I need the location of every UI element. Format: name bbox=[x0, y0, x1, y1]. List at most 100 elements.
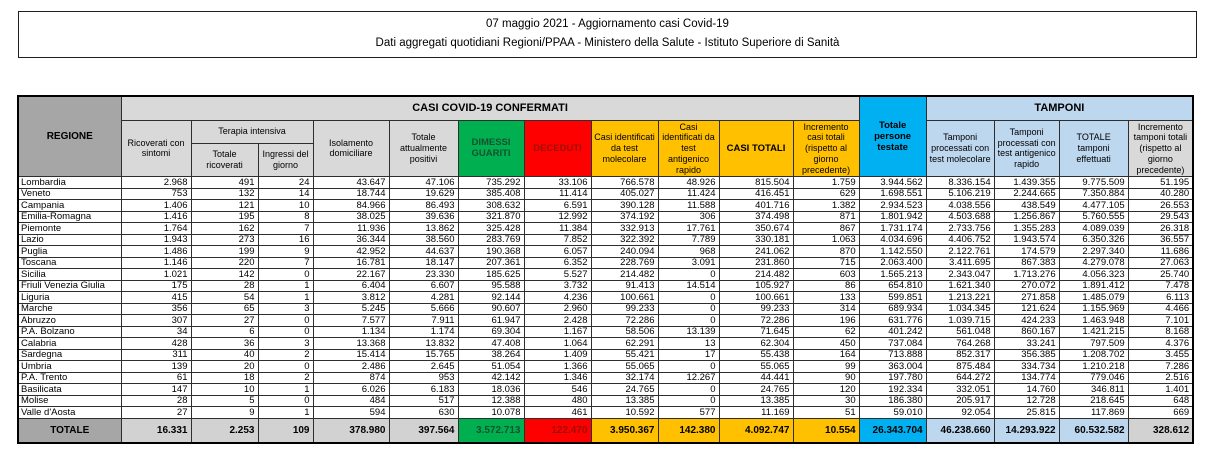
value-cell: 7.478 bbox=[1127, 280, 1194, 293]
value-cell: 1.463.948 bbox=[1058, 314, 1129, 327]
table-row: Molise 28 5 0 484 517 12.388 480 13.385 0 13.385 30… bbox=[17, 395, 1194, 408]
region-name-cell: Veneto bbox=[17, 188, 122, 201]
value-cell: 42.952 bbox=[312, 245, 390, 258]
value-cell: 86.493 bbox=[388, 199, 459, 212]
value-cell: 18 bbox=[190, 372, 259, 385]
value-cell: 311 bbox=[120, 349, 192, 362]
value-cell: 0 bbox=[257, 360, 314, 373]
region-name-cell: Molise bbox=[17, 395, 122, 408]
table-row: Marche 356 65 3 5.245 5.666 90.607 2.960 99.233 0… bbox=[17, 303, 1194, 316]
value-cell: 334.734 bbox=[993, 360, 1060, 373]
value-cell: 13.139 bbox=[657, 326, 720, 339]
value-cell: 65 bbox=[190, 303, 259, 316]
value-cell: 5 bbox=[190, 395, 259, 408]
value-cell: 51.195 bbox=[1127, 176, 1194, 189]
value-cell: 44.637 bbox=[388, 245, 459, 258]
value-cell: 27 bbox=[120, 406, 192, 419]
value-cell: 2.486 bbox=[312, 360, 390, 373]
value-cell: 5.760.555 bbox=[1058, 211, 1129, 224]
value-cell: 1.759 bbox=[792, 176, 860, 189]
value-cell: 644.272 bbox=[925, 372, 995, 385]
value-cell: 1.064 bbox=[523, 337, 592, 350]
value-cell: 185.625 bbox=[457, 268, 525, 281]
value-cell: 58.506 bbox=[590, 326, 659, 339]
value-cell: 72.286 bbox=[590, 314, 659, 327]
value-cell: 8 bbox=[257, 211, 314, 224]
value-cell: 1.063 bbox=[792, 234, 860, 247]
value-cell: 416.451 bbox=[718, 188, 794, 201]
value-cell: 629 bbox=[792, 188, 860, 201]
value-cell: 689.934 bbox=[858, 303, 927, 316]
value-cell: 11.169 bbox=[718, 406, 794, 419]
value-cell: 86 bbox=[792, 280, 860, 293]
region-name-cell: Friuli Venezia Giulia bbox=[17, 280, 122, 293]
value-cell: 24.765 bbox=[590, 383, 659, 396]
value-cell: 4.376 bbox=[1127, 337, 1194, 350]
total-value-cell: 3.950.367 bbox=[590, 417, 659, 444]
value-cell: 33.106 bbox=[523, 176, 592, 189]
value-cell: 26.553 bbox=[1127, 199, 1194, 212]
value-cell: 4.503.688 bbox=[925, 211, 995, 224]
value-cell: 240.094 bbox=[590, 245, 659, 258]
value-cell: 0 bbox=[657, 303, 720, 316]
value-cell: 71.645 bbox=[718, 326, 794, 339]
value-cell: 1 bbox=[257, 291, 314, 304]
value-cell: 401.716 bbox=[718, 199, 794, 212]
value-cell: 69.304 bbox=[457, 326, 525, 339]
value-cell: 2.297.340 bbox=[1058, 245, 1129, 258]
col-header-deceduti: DECEDUTI bbox=[523, 119, 592, 178]
value-cell: 61.947 bbox=[457, 314, 525, 327]
region-name-cell: Lazio bbox=[17, 234, 122, 247]
value-cell: 2.122.761 bbox=[925, 245, 995, 258]
value-cell: 332.913 bbox=[590, 222, 659, 235]
region-name-cell: Piemonte bbox=[17, 222, 122, 235]
value-cell: 2.428 bbox=[523, 314, 592, 327]
value-cell: 1.146 bbox=[120, 257, 192, 270]
value-cell: 25.740 bbox=[1127, 268, 1194, 281]
value-cell: 14.760 bbox=[993, 383, 1060, 396]
table-header: REGIONE CASI COVID-19 CONFERMATI Totale … bbox=[17, 95, 1194, 178]
value-cell: 603 bbox=[792, 268, 860, 281]
value-cell: 13.862 bbox=[388, 222, 459, 235]
region-name-cell: Abruzzo bbox=[17, 314, 122, 327]
value-cell: 415 bbox=[120, 291, 192, 304]
value-cell: 4.038.556 bbox=[925, 199, 995, 212]
value-cell: 22.167 bbox=[312, 268, 390, 281]
value-cell: 241.062 bbox=[718, 245, 794, 258]
value-cell: 867 bbox=[792, 222, 860, 235]
value-cell: 139 bbox=[120, 360, 192, 373]
value-cell: 321.870 bbox=[457, 211, 525, 224]
total-value-cell: 122.470 bbox=[523, 417, 592, 444]
value-cell: 1.174 bbox=[388, 326, 459, 339]
value-cell: 325.428 bbox=[457, 222, 525, 235]
value-cell: 1.167 bbox=[523, 326, 592, 339]
value-cell: 3.732 bbox=[523, 280, 592, 293]
value-cell: 1.943.574 bbox=[993, 234, 1060, 247]
value-cell: 42.142 bbox=[457, 372, 525, 385]
value-cell: 630 bbox=[388, 406, 459, 419]
value-cell: 19.629 bbox=[388, 188, 459, 201]
value-cell: 875.484 bbox=[925, 360, 995, 373]
value-cell: 346.811 bbox=[1058, 383, 1129, 396]
col-header-tamponi-antigenico: Tamponi processati con test antigenico r… bbox=[993, 119, 1060, 178]
value-cell: 11.588 bbox=[657, 199, 720, 212]
value-cell: 735.292 bbox=[457, 176, 525, 189]
value-cell: 6.350.326 bbox=[1058, 234, 1129, 247]
value-cell: 7 bbox=[257, 222, 314, 235]
value-cell: 1.713.276 bbox=[993, 268, 1060, 281]
value-cell: 779.046 bbox=[1058, 372, 1129, 385]
col-header-dimessi-guariti: DIMESSI GUARITI bbox=[457, 119, 525, 178]
value-cell: 28 bbox=[190, 280, 259, 293]
value-cell: 142 bbox=[190, 268, 259, 281]
table-row: Puglia 1.486 199 9 42.952 44.637 190.368 6.057 2… bbox=[17, 245, 1194, 258]
group-header-terapia-intensiva: Terapia intensiva bbox=[190, 119, 314, 144]
value-cell: 1.486 bbox=[120, 245, 192, 258]
value-cell: 38.560 bbox=[388, 234, 459, 247]
value-cell: 6.352 bbox=[523, 257, 592, 270]
group-header-casi-confermati: CASI COVID-19 CONFERMATI bbox=[120, 95, 860, 121]
value-cell: 2.968 bbox=[120, 176, 192, 189]
value-cell: 8.336.154 bbox=[925, 176, 995, 189]
value-cell: 72.286 bbox=[718, 314, 794, 327]
value-cell: 55.421 bbox=[590, 349, 659, 362]
value-cell: 480 bbox=[523, 395, 592, 408]
